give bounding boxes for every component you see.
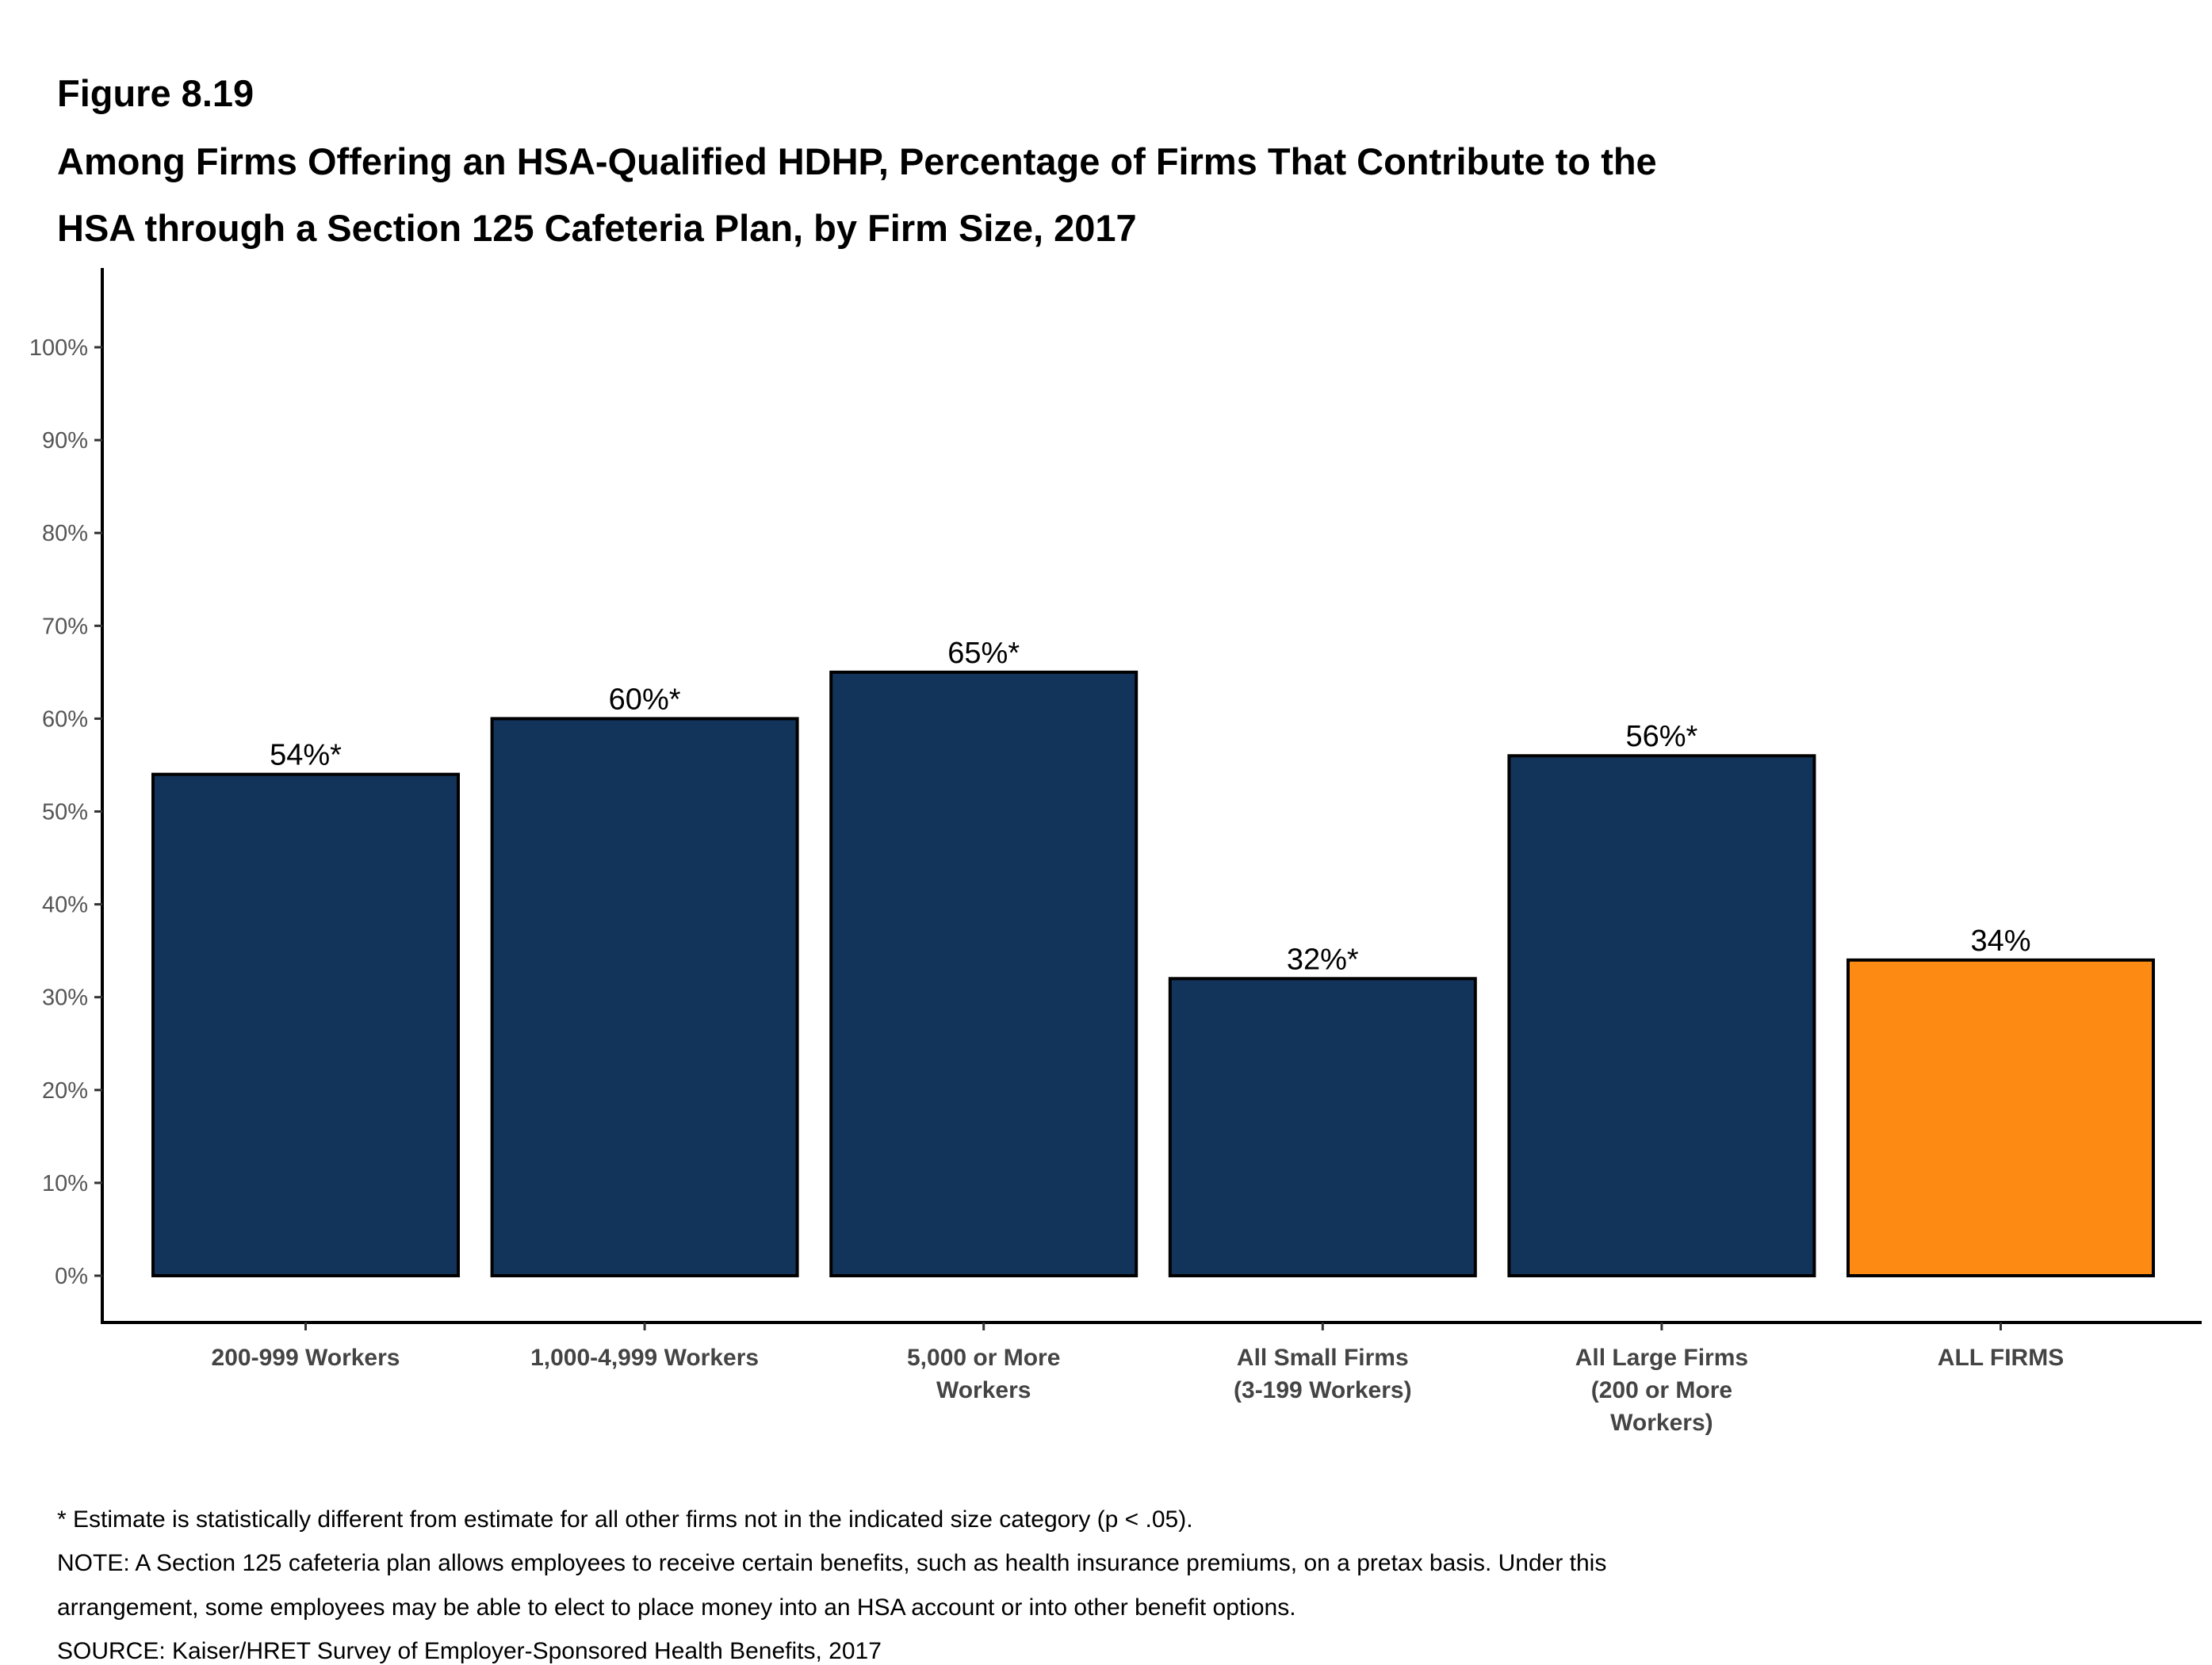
data-label: 60%* xyxy=(609,683,681,716)
y-tick-label: 60% xyxy=(42,706,88,732)
x-tick-label: Workers) xyxy=(1610,1410,1713,1436)
y-tick-label: 40% xyxy=(42,893,88,918)
bar xyxy=(1507,754,1816,1277)
data-label: 32%* xyxy=(1287,943,1359,976)
chart-title-line-1: Among Firms Offering an HSA-Qualified HD… xyxy=(57,140,1657,182)
data-label: 54%* xyxy=(270,739,342,772)
bar xyxy=(829,670,1139,1277)
footnote-note-2: arrangement, some employees may be able … xyxy=(57,1594,1296,1621)
chart-title-line-2: HSA through a Section 125 Cafeteria Plan… xyxy=(57,207,1137,249)
x-tick-label: Workers xyxy=(936,1377,1031,1403)
x-tick-label: 200-999 Workers xyxy=(212,1345,400,1371)
y-tick-label: 80% xyxy=(42,521,88,546)
y-tick-label: 50% xyxy=(42,800,88,825)
footnote-note-1: NOTE: A Section 125 cafeteria plan allow… xyxy=(57,1550,1606,1576)
bar xyxy=(490,717,799,1277)
plot-area: 0% 10% 20% 30% 40% 50% 60% 70% 80% 90% 100% 54%* 200… xyxy=(29,268,2202,1436)
x-tick-label: 1,000-4,999 Workers xyxy=(530,1345,759,1371)
footnote-source: SOURCE: Kaiser/HRET Survey of Employer-S… xyxy=(57,1638,882,1664)
bar xyxy=(1168,977,1477,1278)
data-label: 34% xyxy=(1970,924,2030,958)
y-tick-label: 70% xyxy=(42,614,88,639)
y-tick-label: 0% xyxy=(55,1264,88,1289)
bar xyxy=(1847,958,2155,1277)
y-tick-label: 20% xyxy=(42,1078,88,1104)
y-tick-label: 100% xyxy=(29,335,88,361)
x-tick-label: ALL FIRMS xyxy=(1938,1345,2064,1371)
x-tick-label: All Large Firms xyxy=(1575,1345,1748,1371)
x-tick-label: (200 or More xyxy=(1591,1377,1732,1403)
y-tick-label: 30% xyxy=(42,986,88,1011)
y-tick-label: 90% xyxy=(42,428,88,454)
x-tick-label: (3-199 Workers) xyxy=(1234,1377,1412,1403)
figure-label: Figure 8.19 xyxy=(57,72,254,114)
bar xyxy=(151,772,460,1277)
data-label: 56%* xyxy=(1625,720,1697,753)
y-tick-label: 10% xyxy=(42,1171,88,1196)
x-tick-label: 5,000 or More xyxy=(907,1345,1060,1371)
data-label: 65%* xyxy=(947,637,1020,670)
x-tick-label: All Small Firms xyxy=(1237,1345,1409,1371)
footnote-significance: * Estimate is statistically different fr… xyxy=(57,1506,1193,1533)
